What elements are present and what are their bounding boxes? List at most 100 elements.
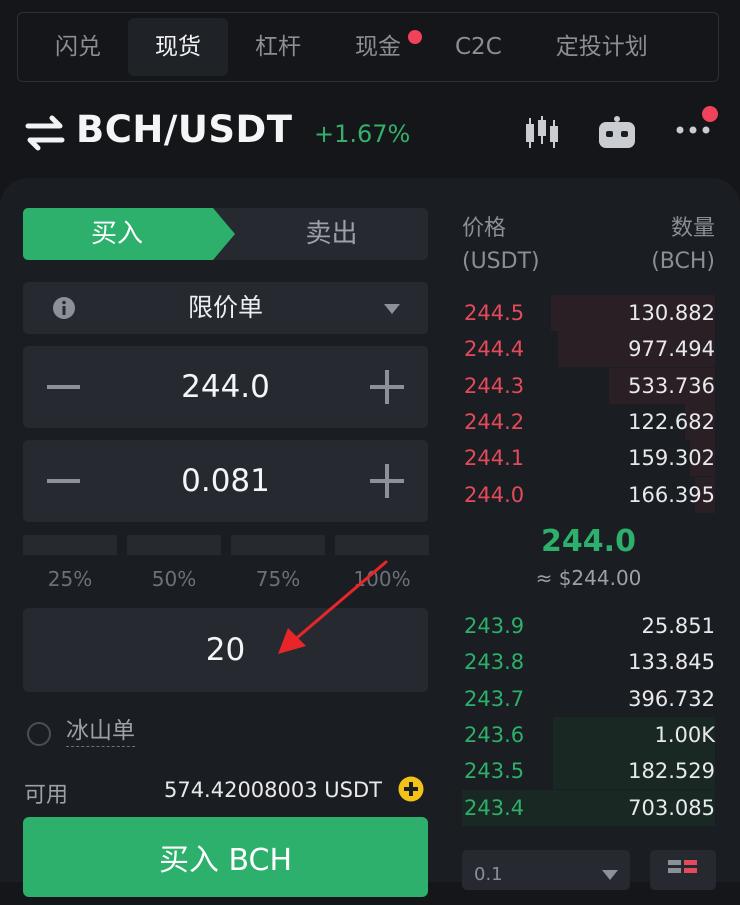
depth-bar (684, 403, 715, 440)
tab-label: 现金 (355, 34, 401, 60)
add-funds-icon[interactable] (398, 776, 424, 802)
bid-row[interactable]: 243.4 703.085 (462, 789, 715, 826)
percent-25-bar[interactable] (23, 535, 117, 555)
bid-price: 243.4 (464, 795, 525, 820)
ask-row[interactable]: 244.2 122.682 (462, 403, 715, 440)
price-header-label: 价格 (462, 216, 507, 241)
available-label: 可用 (24, 783, 69, 808)
ask-price: 244.1 (464, 446, 525, 471)
info-icon[interactable] (52, 296, 76, 320)
depth-bar (553, 716, 715, 753)
ask-qty: 122.682 (628, 409, 715, 434)
plus-icon (385, 464, 389, 498)
order-type-label: 限价单 (187, 293, 263, 322)
tab-label: 定投计划 (555, 34, 648, 60)
amount-input[interactable]: 0.081 (181, 463, 270, 499)
percent-100-bar[interactable] (335, 535, 429, 555)
bid-price: 243.7 (464, 686, 525, 711)
tab-c2c[interactable]: C2C (428, 18, 529, 76)
tab-label: 闪兑 (55, 34, 101, 60)
price-decrease-button[interactable] (47, 385, 80, 389)
depth-bar (462, 789, 715, 826)
orderbook-price-header: 价格 (USDT) (462, 212, 540, 278)
ask-qty: 159.302 (628, 446, 715, 471)
percent-50-label[interactable]: 50% (151, 567, 197, 591)
total-input-box[interactable]: 20 (23, 608, 428, 692)
orderbook-layout-toggle[interactable] (650, 850, 716, 890)
last-price-usd: ≈ $244.00 (535, 566, 642, 590)
depth-bar (694, 476, 715, 513)
bid-price: 243.5 (464, 759, 525, 784)
bid-qty: 133.845 (628, 650, 715, 675)
bid-row[interactable]: 243.8 133.845 (462, 647, 715, 677)
notification-dot (702, 106, 718, 122)
ask-price: 244.3 (464, 373, 525, 398)
ask-row[interactable]: 244.3 533.736 (462, 367, 715, 404)
tab-spot[interactable]: 现货 (128, 18, 228, 76)
buy-tab[interactable]: 买入 (23, 208, 235, 260)
bid-qty: 25.851 (641, 614, 715, 638)
amount-stepper: 0.081 (23, 440, 428, 522)
more-icon[interactable] (676, 126, 710, 134)
amount-decrease-button[interactable] (47, 479, 80, 483)
percent-75-label[interactable]: 75% (255, 567, 301, 591)
side-toggle: 买入 卖出 (23, 208, 428, 260)
percent-50-bar[interactable] (127, 535, 221, 555)
ask-price: 244.2 (464, 409, 525, 434)
candlestick-icon[interactable] (524, 116, 560, 150)
tab-label: 杠杆 (255, 34, 301, 60)
tab-cash[interactable]: 现金 (328, 18, 428, 76)
percent-75-bar[interactable] (231, 535, 325, 555)
ask-price: 244.0 (464, 482, 525, 507)
swap-icon[interactable] (24, 114, 66, 152)
ask-row[interactable]: 244.1 159.302 (462, 440, 715, 477)
pair-header: BCH/USDT +1.67% (24, 106, 724, 158)
ask-row[interactable]: 244.0 166.395 (462, 476, 715, 513)
market-tabs: 闪兑 现货 杠杆 现金 C2C 定投计划 (17, 12, 719, 82)
bid-row[interactable]: 243.9 25.851 (462, 611, 715, 641)
price-stepper: 244.0 (23, 346, 428, 428)
depth-bar (558, 331, 715, 368)
bid-row[interactable]: 243.7 396.732 (462, 684, 715, 714)
percent-100-label[interactable]: 100% (353, 567, 411, 591)
layout-icon (668, 860, 697, 873)
ask-row[interactable]: 244.5 130.882 (462, 295, 715, 331)
sell-tab[interactable]: 卖出 (305, 219, 358, 249)
iceberg-radio[interactable] (27, 722, 51, 746)
tab-flash-swap[interactable]: 闪兑 (28, 18, 128, 76)
ask-qty: 533.736 (628, 373, 715, 398)
total-input[interactable]: 20 (205, 632, 246, 668)
pair-name[interactable]: BCH/USDT (76, 108, 293, 151)
tab-recurring-plan[interactable]: 定投计划 (529, 18, 675, 76)
ask-price: 244.5 (464, 301, 525, 325)
price-input[interactable]: 244.0 (181, 369, 270, 405)
tab-label: 现货 (155, 34, 201, 60)
percent-25-label[interactable]: 25% (47, 567, 93, 591)
buy-bch-button[interactable]: 买入 BCH (23, 817, 428, 897)
chevron-down-icon (602, 870, 618, 880)
ask-row[interactable]: 244.4 977.494 (462, 331, 715, 368)
qty-header-label: 数量 (670, 216, 715, 241)
price-header-unit: (USDT) (462, 249, 540, 274)
iceberg-label[interactable]: 冰山单 (66, 716, 135, 747)
bid-qty: 1.00K (654, 722, 715, 747)
qty-header-unit: (BCH) (651, 249, 715, 274)
bid-price: 243.6 (464, 722, 525, 747)
order-type-select[interactable]: 限价单 (23, 282, 428, 334)
ask-price: 244.4 (464, 337, 525, 362)
depth-value: 0.1 (474, 864, 503, 885)
ask-qty: 166.395 (628, 482, 715, 507)
bid-row[interactable]: 243.6 1.00K (462, 716, 715, 753)
orderbook-qty-header: 数量 (BCH) (651, 212, 715, 278)
ask-qty: 977.494 (628, 337, 715, 362)
depth-precision-select[interactable]: 0.1 (462, 850, 630, 890)
plus-icon (385, 370, 389, 404)
last-price: 244.0 (541, 524, 636, 559)
robot-icon[interactable] (597, 116, 637, 150)
bid-row[interactable]: 243.5 182.529 (462, 753, 715, 790)
tab-margin[interactable]: 杠杆 (228, 18, 328, 76)
bid-price: 243.8 (464, 650, 525, 675)
depth-bar (608, 367, 715, 404)
bid-qty: 182.529 (628, 759, 715, 784)
bid-qty: 703.085 (628, 795, 715, 820)
